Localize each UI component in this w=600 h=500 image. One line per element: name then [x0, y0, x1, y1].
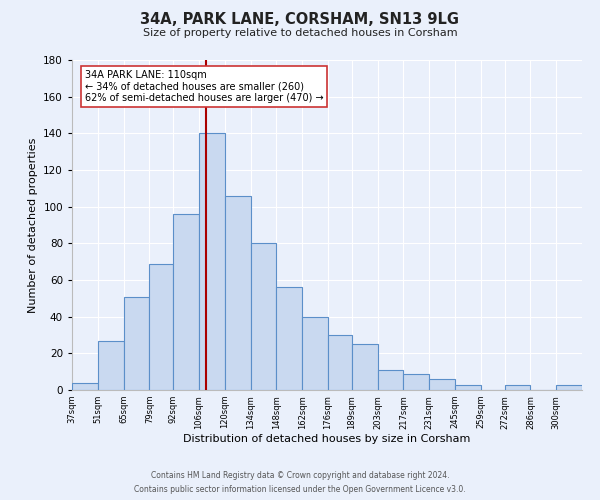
- Bar: [505, 384, 530, 390]
- Text: Size of property relative to detached houses in Corsham: Size of property relative to detached ho…: [143, 28, 457, 38]
- Bar: [149, 264, 173, 390]
- Bar: [352, 344, 377, 390]
- Text: Contains public sector information licensed under the Open Government Licence v3: Contains public sector information licen…: [134, 484, 466, 494]
- Bar: [124, 296, 149, 390]
- Bar: [403, 374, 429, 390]
- Bar: [328, 335, 352, 390]
- Bar: [302, 316, 328, 390]
- Bar: [377, 370, 403, 390]
- Bar: [72, 382, 98, 390]
- Bar: [225, 196, 251, 390]
- Bar: [455, 384, 481, 390]
- Bar: [251, 244, 277, 390]
- Bar: [556, 384, 582, 390]
- Bar: [98, 340, 124, 390]
- Text: Contains HM Land Registry data © Crown copyright and database right 2024.: Contains HM Land Registry data © Crown c…: [151, 472, 449, 480]
- Bar: [173, 214, 199, 390]
- Bar: [429, 379, 455, 390]
- Text: 34A PARK LANE: 110sqm
← 34% of detached houses are smaller (260)
62% of semi-det: 34A PARK LANE: 110sqm ← 34% of detached …: [85, 70, 323, 103]
- X-axis label: Distribution of detached houses by size in Corsham: Distribution of detached houses by size …: [184, 434, 470, 444]
- Text: 34A, PARK LANE, CORSHAM, SN13 9LG: 34A, PARK LANE, CORSHAM, SN13 9LG: [140, 12, 460, 28]
- Y-axis label: Number of detached properties: Number of detached properties: [28, 138, 38, 312]
- Bar: [199, 134, 225, 390]
- Bar: [277, 288, 302, 390]
